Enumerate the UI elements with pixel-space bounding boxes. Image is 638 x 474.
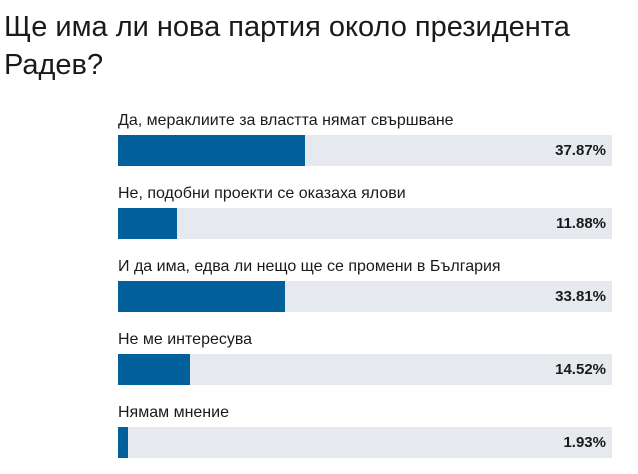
percent-value: 1.93% [563, 434, 606, 451]
result-bar-fill [118, 135, 306, 166]
result-bar-fill [118, 208, 177, 239]
poll-option-2: Не, подобни проекти се оказаха ялови 11.… [118, 181, 612, 254]
option-label: Нямам мнение [118, 404, 229, 421]
poll-option-1: Да, мераклиите за властта нямат свършван… [118, 108, 612, 181]
percent-value: 37.87% [555, 142, 606, 159]
poll-option-5: Нямам мнение 1.93% [118, 400, 612, 473]
poll-option-3: И да има, едва ли нещо ще се промени в Б… [118, 254, 612, 327]
option-label: Не ме интересува [118, 331, 253, 348]
result-bar[interactable]: 1.93% [118, 427, 612, 458]
option-label: Не, подобни проекти се оказаха ялови [118, 185, 406, 202]
percent-value: 14.52% [555, 361, 606, 378]
percent-value: 33.81% [555, 288, 606, 305]
result-bar-fill [118, 427, 128, 458]
option-label: И да има, едва ли нещо ще се промени в Б… [118, 258, 501, 275]
result-bar[interactable]: 14.52% [118, 354, 612, 385]
poll-option-4: Не ме интересува 14.52% [118, 327, 612, 400]
result-bar[interactable]: 37.87% [118, 135, 612, 166]
poll-question: Ще има ли нова партия около президента Р… [4, 11, 570, 81]
poll-options: Да, мераклиите за властта нямат свършван… [118, 108, 612, 473]
result-bar-fill [118, 354, 190, 385]
option-label: Да, мераклиите за властта нямат свършван… [118, 112, 454, 129]
percent-value: 11.88% [555, 215, 606, 232]
result-bar[interactable]: 33.81% [118, 281, 612, 312]
result-bar[interactable]: 11.88% [118, 208, 612, 239]
result-bar-fill [118, 281, 286, 312]
